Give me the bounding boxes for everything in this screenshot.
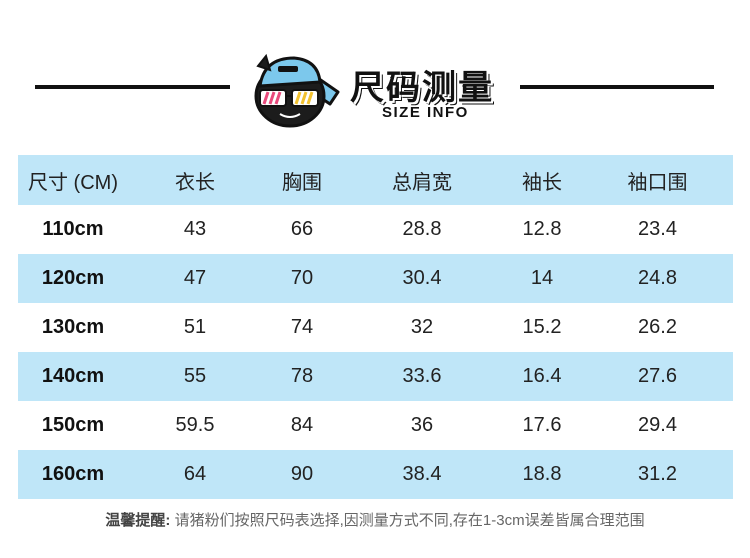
value-cell: 29.4 xyxy=(638,414,677,436)
value-cell: 30.4 xyxy=(402,267,442,289)
value-cell: 15.2 xyxy=(522,316,562,338)
column-header: 总肩宽 xyxy=(392,171,452,194)
value-cell: 84 xyxy=(290,414,314,436)
value-cell: 32 xyxy=(410,316,434,338)
value-cell: 23.4 xyxy=(638,218,677,240)
value-cell: 90 xyxy=(290,463,314,485)
value-cell: 43 xyxy=(183,218,207,240)
table-header-row: 尺寸 (CM) 衣长 胸围 总肩宽 袖长 袖口围 xyxy=(18,155,733,205)
value-cell: 27.6 xyxy=(638,365,677,387)
column-header: 衣长 xyxy=(175,171,215,194)
size-cell: 140cm xyxy=(41,365,105,387)
value-cell: 59.5 xyxy=(175,414,215,436)
measurement-note: 温馨提醒: 请猪粉们按照尺码表选择,因测量方式不同,存在1-3cm误差皆属合理范… xyxy=(0,509,750,530)
value-cell: 26.2 xyxy=(638,316,677,338)
size-cell: 160cm xyxy=(41,463,105,485)
size-cell: 150cm xyxy=(41,414,105,436)
value-cell: 38.4 xyxy=(402,463,442,485)
value-cell: 36 xyxy=(410,414,434,436)
value-cell: 64 xyxy=(183,463,207,485)
cap-sunglasses-mascot-icon xyxy=(254,53,340,128)
note-text: 请猪粉们按照尺码表选择,因测量方式不同,存在1-3cm误差皆属合理范围 xyxy=(170,512,645,529)
table-row: 120cm 47 70 30.4 14 24.8 xyxy=(18,254,733,303)
value-cell: 31.2 xyxy=(638,463,677,485)
left-divider-line xyxy=(35,85,230,89)
table-row: 150cm 59.5 84 36 17.6 29.4 xyxy=(18,401,733,450)
size-cell: 130cm xyxy=(41,316,105,338)
size-info-header: 尺码测量 SIZE INFO xyxy=(0,0,750,150)
column-header: 胸围 xyxy=(282,171,322,194)
page-subtitle: SIZE INFO xyxy=(382,104,469,121)
column-header: 袖口围 xyxy=(627,171,688,194)
right-divider-line xyxy=(520,85,714,89)
value-cell: 16.4 xyxy=(522,365,562,387)
value-cell: 14 xyxy=(530,267,554,289)
value-cell: 51 xyxy=(183,316,207,338)
value-cell: 28.8 xyxy=(402,218,442,240)
value-cell: 33.6 xyxy=(402,365,442,387)
page-title: 尺码测量 xyxy=(350,69,494,107)
value-cell: 78 xyxy=(290,365,314,387)
table-row: 160cm 64 90 38.4 18.8 31.2 xyxy=(18,450,733,499)
value-cell: 55 xyxy=(183,365,207,387)
value-cell: 47 xyxy=(183,267,207,289)
value-cell: 74 xyxy=(290,316,314,338)
size-cell: 120cm xyxy=(41,267,105,289)
table-row: 130cm 51 74 32 15.2 26.2 xyxy=(18,303,733,352)
value-cell: 18.8 xyxy=(522,463,562,485)
value-cell: 70 xyxy=(290,267,314,289)
size-cell: 110cm xyxy=(42,218,104,240)
table-row: 110cm 43 66 28.8 12.8 23.4 xyxy=(18,205,733,254)
note-label: 温馨提醒: xyxy=(105,512,171,529)
column-header: 袖长 xyxy=(522,171,562,194)
table-row: 140cm 55 78 33.6 16.4 27.6 xyxy=(18,352,733,401)
column-header: 尺寸 (CM) xyxy=(28,171,118,194)
value-cell: 66 xyxy=(290,218,314,240)
value-cell: 12.8 xyxy=(522,218,562,240)
size-table: 尺寸 (CM) 衣长 胸围 总肩宽 袖长 袖口围 110cm 43 66 28.… xyxy=(18,155,733,499)
value-cell: 17.6 xyxy=(522,414,562,436)
value-cell: 24.8 xyxy=(638,267,677,289)
